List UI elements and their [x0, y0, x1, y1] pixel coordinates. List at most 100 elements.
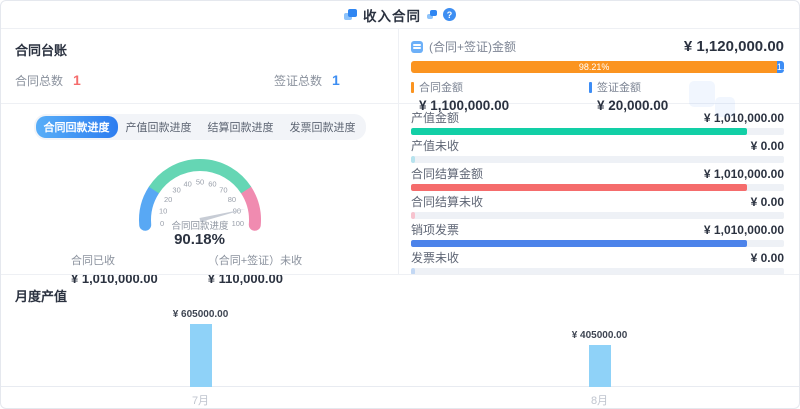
metric-value: ¥ 1,010,000.00: [703, 111, 784, 125]
stat-value: 1: [332, 72, 340, 88]
metric-row-3: 合同结算未收 ¥ 0.00: [411, 195, 784, 219]
amount-legend: 合同金额 ¥ 1,100,000.00 签证金额 ¥ 20,000.00: [411, 79, 784, 113]
tab-progress-1[interactable]: 产值回款进度: [118, 116, 200, 138]
x-axis-line: [1, 386, 799, 387]
main-panels: 合同台账 合同总数 1 签证总数 1 合同回款进度 产值回款进度 结算回款进度 发票回款进度…: [1, 29, 799, 286]
page-title: 收入合同: [363, 8, 421, 24]
summary-value: ¥ 1,120,000.00: [683, 38, 784, 55]
bar-value-label: ¥ 605000.00: [172, 309, 229, 320]
gauge-value: 90.18%: [174, 231, 225, 248]
month-bar-0: [189, 324, 212, 387]
svg-text:70: 70: [219, 186, 227, 195]
bar-month-label: 7月: [191, 395, 210, 407]
metric-track: [411, 268, 784, 275]
payment-progress-section: 合同回款进度 产值回款进度 结算回款进度 发票回款进度 0 10 20 30 40 50 60 70…: [1, 104, 398, 286]
svg-text:20: 20: [163, 195, 171, 204]
legend-color-chip: [411, 81, 414, 93]
legend-label: 签证金额: [597, 82, 641, 94]
tab-progress-0[interactable]: 合同回款进度: [35, 116, 118, 138]
metric-value: ¥ 0.00: [750, 251, 784, 265]
svg-text:30: 30: [172, 186, 180, 195]
metric-value: ¥ 1,010,000.00: [703, 223, 784, 237]
svg-text:合同回款进度: 合同回款进度: [171, 220, 229, 232]
contract-ledger-section: 合同台账 合同总数 1 签证总数 1: [1, 29, 398, 104]
summary-head: (合同+签证)金额 ¥ 1,120,000.00: [411, 38, 784, 55]
ledger-stats: 合同总数 1 签证总数 1: [15, 72, 384, 89]
metric-fill: [411, 240, 748, 247]
legend-head: 签证金额: [589, 79, 668, 95]
metric-label: 销项发票: [411, 223, 460, 237]
summary-label: (合同+签证)金额: [429, 40, 517, 54]
stat-value: 1: [73, 72, 81, 88]
month-bar-1: [588, 345, 611, 387]
metric-line: 合同结算未收 ¥ 0.00: [411, 195, 784, 209]
svg-text:0: 0: [160, 219, 164, 228]
help-icon[interactable]: ?: [443, 8, 456, 21]
tab-progress-3[interactable]: 发票回款进度: [282, 116, 364, 138]
metric-line: 销项发票 ¥ 1,010,000.00: [411, 223, 784, 237]
bar-month-label: 8月: [590, 395, 609, 407]
legend-item-1: 签证金额 ¥ 20,000.00: [589, 79, 668, 113]
left-panel: 合同台账 合同总数 1 签证总数 1 合同回款进度 产值回款进度 结算回款进度 发票回款进度…: [1, 29, 399, 286]
svg-text:10: 10: [158, 206, 166, 215]
ledger-stat-1: 签证总数 1: [274, 72, 340, 89]
metric-fill: [411, 184, 748, 191]
metric-line: 合同结算金额 ¥ 1,010,000.00: [411, 167, 784, 181]
metric-track: [411, 156, 784, 163]
watermark-shape: [715, 97, 735, 117]
stat-label: 签证总数: [274, 74, 323, 88]
right-panel: (合同+签证)金额 ¥ 1,120,000.00 98.21%1. 合同金额 ¥ …: [399, 29, 799, 275]
gauge-chart: 0102030405060708090100合同回款进度: [1, 142, 398, 241]
metrics-list: 产值金额 ¥ 1,010,000.00 产值未收 ¥ 0.00 合同结算金额 ¥ 1,01…: [399, 104, 799, 275]
legend-value: ¥ 1,100,000.00: [419, 98, 510, 113]
svg-text:100: 100: [231, 219, 244, 228]
metric-label: 合同结算未收: [411, 195, 484, 209]
metric-fill: [411, 212, 416, 219]
svg-text:80: 80: [227, 195, 235, 204]
section-title-monthly: 月度产值: [15, 289, 68, 304]
ledger-stat-0: 合同总数 1: [15, 72, 274, 89]
metric-track: [411, 212, 784, 219]
legend-head: 合同金额: [411, 79, 589, 95]
svg-text:60: 60: [208, 180, 216, 189]
metric-value: ¥ 0.00: [750, 195, 784, 209]
legend-label: 合同金额: [419, 82, 463, 94]
documents-icon: [344, 9, 357, 20]
metric-label: 合同结算金额: [411, 167, 484, 181]
metric-track: [411, 240, 784, 247]
tab-progress-2[interactable]: 结算回款进度: [200, 116, 282, 138]
metric-row-1: 产值未收 ¥ 0.00: [411, 139, 784, 163]
metric-track: [411, 184, 784, 191]
metric-track: [411, 128, 784, 135]
metric-label: 发票未收: [411, 251, 460, 265]
svg-text:40: 40: [183, 180, 191, 189]
metric-row-4: 销项发票 ¥ 1,010,000.00: [411, 223, 784, 247]
metric-value: ¥ 1,010,000.00: [703, 167, 784, 181]
bar-segment-0: 98.21%: [411, 61, 778, 73]
metric-row-2: 合同结算金额 ¥ 1,010,000.00: [411, 167, 784, 191]
metric-fill: [411, 268, 416, 275]
unreceived-label: （合同+签证）未收: [207, 255, 303, 267]
progress-tabs-wrap: 合同回款进度 产值回款进度 结算回款进度 发票回款进度: [1, 114, 398, 140]
bar-value-label: ¥ 405000.00: [571, 330, 628, 341]
legend-color-chip: [589, 81, 592, 93]
svg-text:50: 50: [195, 178, 203, 187]
header: 收入合同 ?: [1, 1, 799, 29]
metric-fill: [411, 156, 416, 163]
bar-segment-1: 1.: [777, 61, 784, 73]
metric-row-0: 产值金额 ¥ 1,010,000.00: [411, 111, 784, 135]
stat-label: 合同总数: [15, 74, 64, 88]
amount-summary-section: (合同+签证)金额 ¥ 1,120,000.00 98.21%1. 合同金额 ¥ …: [399, 29, 799, 113]
legend-item-0: 合同金额 ¥ 1,100,000.00: [411, 79, 589, 113]
progress-tabs: 合同回款进度 产值回款进度 结算回款进度 发票回款进度: [33, 114, 366, 140]
monthly-output-section: 月度产值 ¥ 605000.00 7月 ¥ 405000.00 8月: [1, 274, 799, 408]
contract-file-icon: [411, 40, 423, 53]
metric-value: ¥ 0.00: [750, 139, 784, 153]
documents-icon-small: [427, 10, 437, 19]
legend-value: ¥ 20,000.00: [597, 98, 669, 113]
amount-stacked-bar: 98.21%1.: [411, 61, 784, 73]
metric-label: 产值未收: [411, 139, 460, 153]
received-label: 合同已收: [71, 255, 115, 267]
metric-label: 产值金额: [411, 111, 460, 125]
